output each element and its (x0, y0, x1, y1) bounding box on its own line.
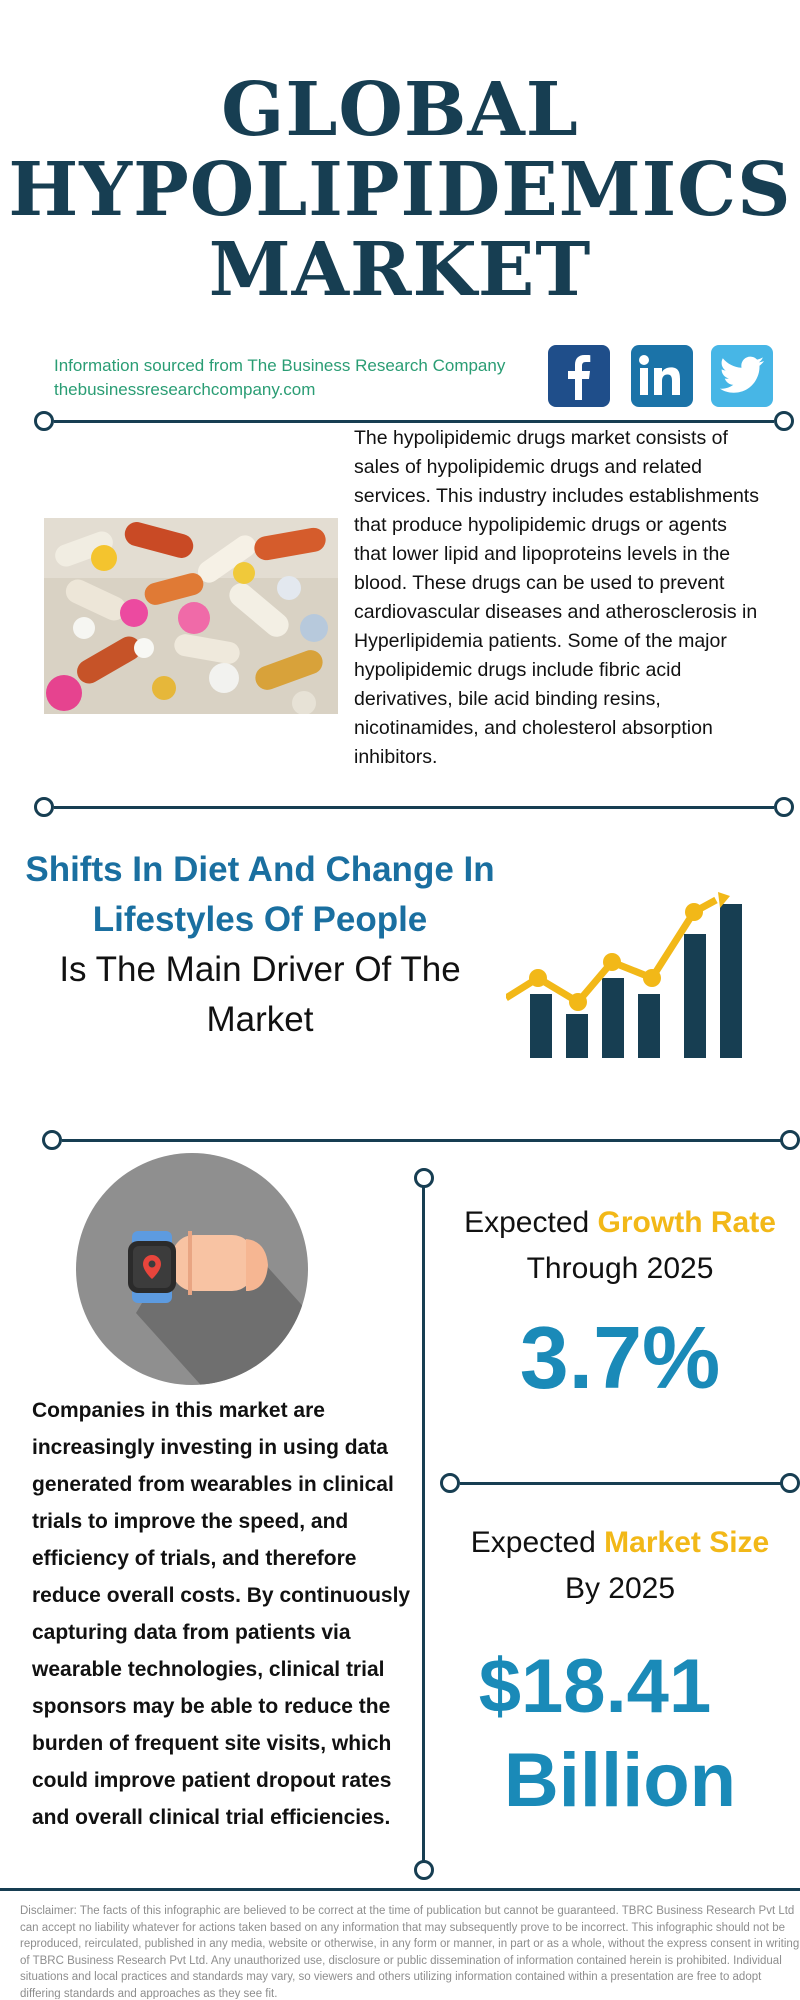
title-line-3: MARKET (208, 227, 592, 313)
facebook-icon (568, 355, 591, 400)
page-title: GLOBAL HYPOLIPIDEMICS MARKET (0, 70, 800, 310)
growth-label-prefix: Expected (464, 1206, 598, 1239)
divider-vertical-bottom-dot (414, 1860, 434, 1880)
source-company: Information sourced from The Business Re… (54, 356, 506, 375)
linkedin-icon (639, 355, 680, 395)
disclaimer-text: Disclaimer: The facts of this infographi… (20, 1905, 800, 1999)
facebook-button[interactable] (548, 345, 610, 407)
market-size-value: $18.41 Billion (440, 1640, 800, 1828)
growth-label-period: Through 2025 (526, 1252, 714, 1285)
divider-lower (62, 1139, 790, 1142)
market-size-label-highlight: Market Size (604, 1526, 770, 1559)
growth-rate-label: Expected Growth Rate Through 2025 (440, 1200, 800, 1292)
market-size-label-prefix: Expected (470, 1526, 605, 1559)
divider-vertical-top-dot (414, 1168, 434, 1188)
divider-top-right-dot (774, 411, 794, 431)
driver-line-4: Market (206, 1000, 314, 1039)
driver-line-3: Is The Main Driver Of The (59, 950, 461, 989)
divider-middle-right-dot (774, 797, 794, 817)
divider-lower-right-dot (780, 1130, 800, 1150)
growth-label-highlight: Growth Rate (597, 1206, 776, 1239)
smartwatch-icon (76, 1153, 308, 1385)
divider-right-left-dot (440, 1473, 460, 1493)
divider-top (54, 420, 774, 423)
twitter-icon (719, 356, 764, 393)
title-line-2: HYPOLIPIDEMICS (8, 147, 792, 233)
growth-chart-icon (506, 892, 742, 1058)
divider-lower-left-dot (42, 1130, 62, 1150)
source-website-link[interactable]: thebusinessresearchcompany.com (54, 380, 316, 399)
wearables-text: Companies in this market are increasingl… (32, 1399, 411, 1829)
divider-middle (54, 806, 774, 809)
divider-right (460, 1482, 790, 1485)
title-line-1: GLOBAL (221, 67, 579, 153)
linkedin-button[interactable] (631, 345, 693, 407)
driver-highlight-line-2: Lifestyles Of People (92, 900, 428, 939)
market-size-unit: Billion (503, 1738, 737, 1823)
pills-image (44, 518, 338, 714)
market-driver: Shifts In Diet And Change In Lifestyles … (20, 845, 500, 1045)
twitter-button[interactable] (711, 345, 773, 407)
divider-top-left-dot (34, 411, 54, 431)
divider-middle-left-dot (34, 797, 54, 817)
market-size-label: Expected Market Size By 2025 (440, 1520, 800, 1612)
growth-rate-value: 3.7% (519, 1308, 721, 1407)
driver-highlight-line-1: Shifts In Diet And Change In (25, 850, 495, 889)
source-info: Information sourced from The Business Re… (54, 354, 505, 402)
divider-right-right-dot (780, 1473, 800, 1493)
divider-vertical (422, 1186, 425, 1862)
footer-divider (0, 1888, 800, 1891)
market-size-amount: $18.41 (478, 1644, 712, 1729)
intro-text: The hypolipidemic drugs market consists … (354, 427, 759, 768)
market-size-label-period: By 2025 (564, 1572, 676, 1605)
